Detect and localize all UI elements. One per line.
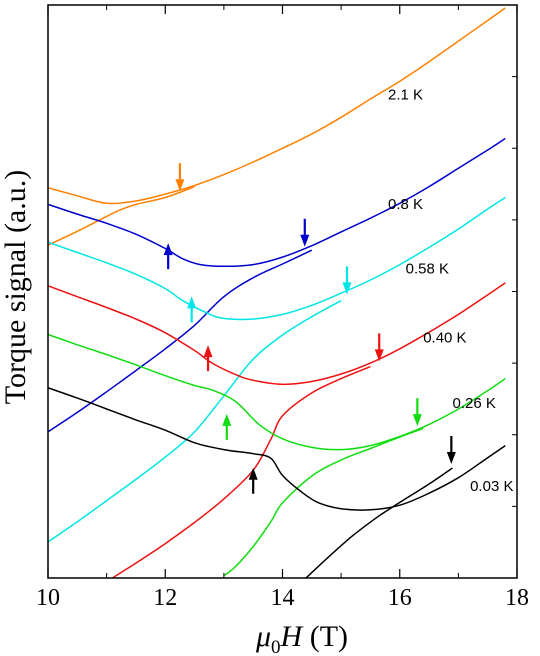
curves-layer xyxy=(47,7,506,579)
series-0-branch-b xyxy=(47,185,195,246)
series-3-arrow-1-down xyxy=(374,333,384,362)
series-3-branch-b xyxy=(112,365,371,579)
series-3-arrow-0-up xyxy=(203,345,213,372)
series-4-arrow-1-down xyxy=(412,398,422,427)
series-label-3: 0.40 K xyxy=(423,329,466,346)
series-1-branch-b xyxy=(47,249,313,433)
series-4-branch-a xyxy=(47,333,506,451)
series-2-arrow-1-down xyxy=(342,266,352,295)
x-axis-label: μ0H (T) xyxy=(255,620,348,656)
x-axis-label-mu: μ xyxy=(255,620,271,653)
series-label-5: 0.03 K xyxy=(470,478,513,495)
x-tick-label-14: 14 xyxy=(271,585,295,611)
x-tick-label-10: 10 xyxy=(36,585,60,611)
x-tick-label-12: 12 xyxy=(153,585,177,611)
series-3-branch-a xyxy=(47,282,506,386)
series-0-branch-a xyxy=(47,7,506,205)
y-ticks-layer xyxy=(512,76,517,507)
series-label-2: 0.58 K xyxy=(406,261,449,278)
x-tick-label-18: 18 xyxy=(505,585,529,611)
series-label-0: 2.1 K xyxy=(388,87,423,104)
series-2-branch-b xyxy=(47,300,342,543)
x-axis-label-sub: 0 xyxy=(271,637,281,656)
series-5-branch-a xyxy=(47,387,506,511)
x-axis-label-unit: (T) xyxy=(302,620,348,653)
arrows-layer xyxy=(163,163,456,494)
series-0-arrow-0-down xyxy=(175,163,185,192)
x-tick-label-16: 16 xyxy=(388,585,412,611)
y-axis-label: Torque signal (a.u.) xyxy=(0,170,32,405)
series-2-branch-a xyxy=(47,196,506,321)
series-label-4: 0.26 K xyxy=(453,395,496,412)
series-1-arrow-1-down xyxy=(300,218,310,247)
series-5-arrow-1-down xyxy=(446,435,456,464)
series-1-branch-a xyxy=(47,137,506,268)
series-5-branch-b xyxy=(305,467,453,579)
series-4-branch-b xyxy=(223,427,424,577)
x-axis-label-h: H xyxy=(280,620,305,653)
series-5-arrow-0-up xyxy=(248,467,258,494)
series-2-arrow-0-up xyxy=(187,296,197,323)
x-ticks-layer: 10 12 14 16 18 xyxy=(36,5,529,611)
series-label-1: 0.8 K xyxy=(388,196,423,213)
series-1-arrow-0-up xyxy=(163,243,173,270)
series-labels-layer: 2.1 K 0.8 K 0.58 K 0.40 K 0.26 K 0.03 K xyxy=(388,87,513,495)
series-4-arrow-0-up xyxy=(222,413,232,440)
